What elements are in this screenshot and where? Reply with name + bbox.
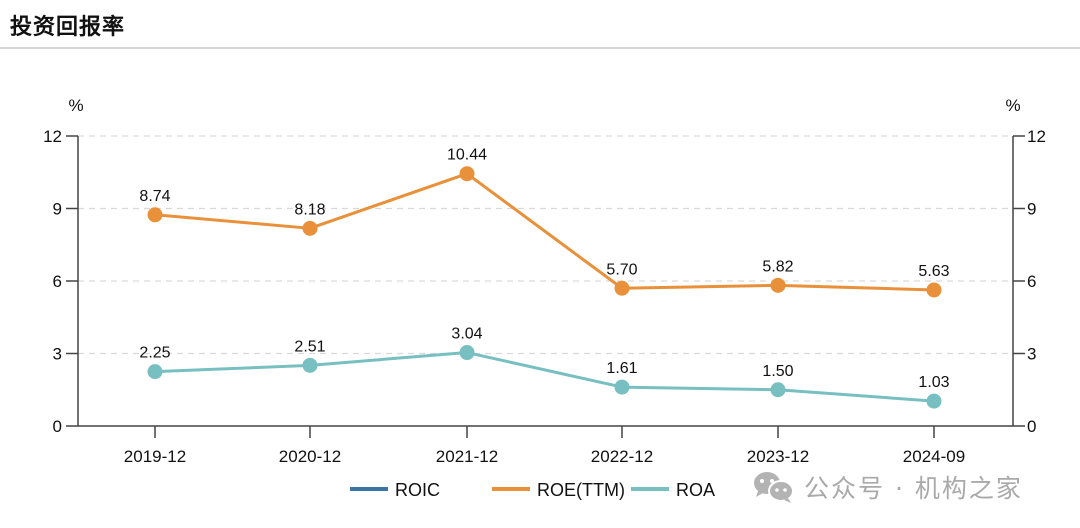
y-tick-label-left: 9 <box>53 200 62 219</box>
data-point-roe-ttm <box>459 166 475 182</box>
page-title: 投资回报率 <box>10 15 126 40</box>
data-label-roe-ttm: 8.18 <box>294 201 325 218</box>
data-point-roa <box>147 364 163 380</box>
y-tick-label-right: 9 <box>1027 200 1036 219</box>
data-label-roa: 2.51 <box>294 338 325 355</box>
watermark-text: 公众号 · 机构之家 <box>804 474 1023 503</box>
y-tick-label-right: 0 <box>1027 417 1036 436</box>
data-point-roa <box>926 393 942 409</box>
data-point-roe-ttm <box>147 207 163 223</box>
data-label-roe-ttm: 5.82 <box>762 258 793 275</box>
data-label-roa: 1.61 <box>606 360 637 377</box>
y-tick-label-left: 6 <box>53 272 62 291</box>
y-tick-label-left: 0 <box>53 417 62 436</box>
x-tick-label: 2022-12 <box>591 447 653 466</box>
data-point-roa <box>770 382 786 398</box>
data-label-roa: 2.25 <box>139 345 170 362</box>
data-point-roe-ttm <box>302 220 318 236</box>
data-point-roe-ttm <box>926 282 942 298</box>
y-tick-label-left: 12 <box>43 127 62 146</box>
x-tick-label: 2024-09 <box>903 447 965 466</box>
y-tick-label-right: 6 <box>1027 272 1036 291</box>
watermark: 公众号 · 机构之家 <box>752 470 1023 504</box>
x-tick-label: 2019-12 <box>124 447 186 466</box>
data-point-roe-ttm <box>614 280 630 296</box>
legend-label: ROE(TTM) <box>537 480 625 500</box>
x-tick-label: 2021-12 <box>436 447 498 466</box>
data-point-roe-ttm <box>770 277 786 293</box>
legend-label: ROIC <box>395 480 440 500</box>
y-tick-label-right: 3 <box>1027 345 1036 364</box>
data-label-roe-ttm: 8.74 <box>139 188 170 205</box>
y-axis-unit-right: % <box>1005 96 1020 115</box>
data-label-roe-ttm: 10.44 <box>447 147 487 164</box>
y-tick-label-right: 12 <box>1027 127 1046 146</box>
y-tick-label-left: 3 <box>53 345 62 364</box>
data-point-roa <box>614 379 630 395</box>
data-label-roa: 1.50 <box>762 363 793 380</box>
data-label-roa: 1.03 <box>918 374 949 391</box>
data-label-roe-ttm: 5.63 <box>918 263 949 280</box>
header: 投资回报率 <box>0 0 1080 49</box>
data-label-roa: 3.04 <box>451 326 482 343</box>
data-point-roa <box>459 345 475 361</box>
x-tick-label: 2023-12 <box>747 447 809 466</box>
data-label-roe-ttm: 5.70 <box>606 261 637 278</box>
data-point-roa <box>302 357 318 373</box>
series-line-roe-ttm <box>154 172 935 292</box>
y-axis-unit-left: % <box>68 96 83 115</box>
wechat-icon <box>754 472 794 503</box>
legend-label: ROA <box>676 480 715 500</box>
series-line-roa <box>154 351 935 403</box>
x-tick-label: 2020-12 <box>279 447 341 466</box>
